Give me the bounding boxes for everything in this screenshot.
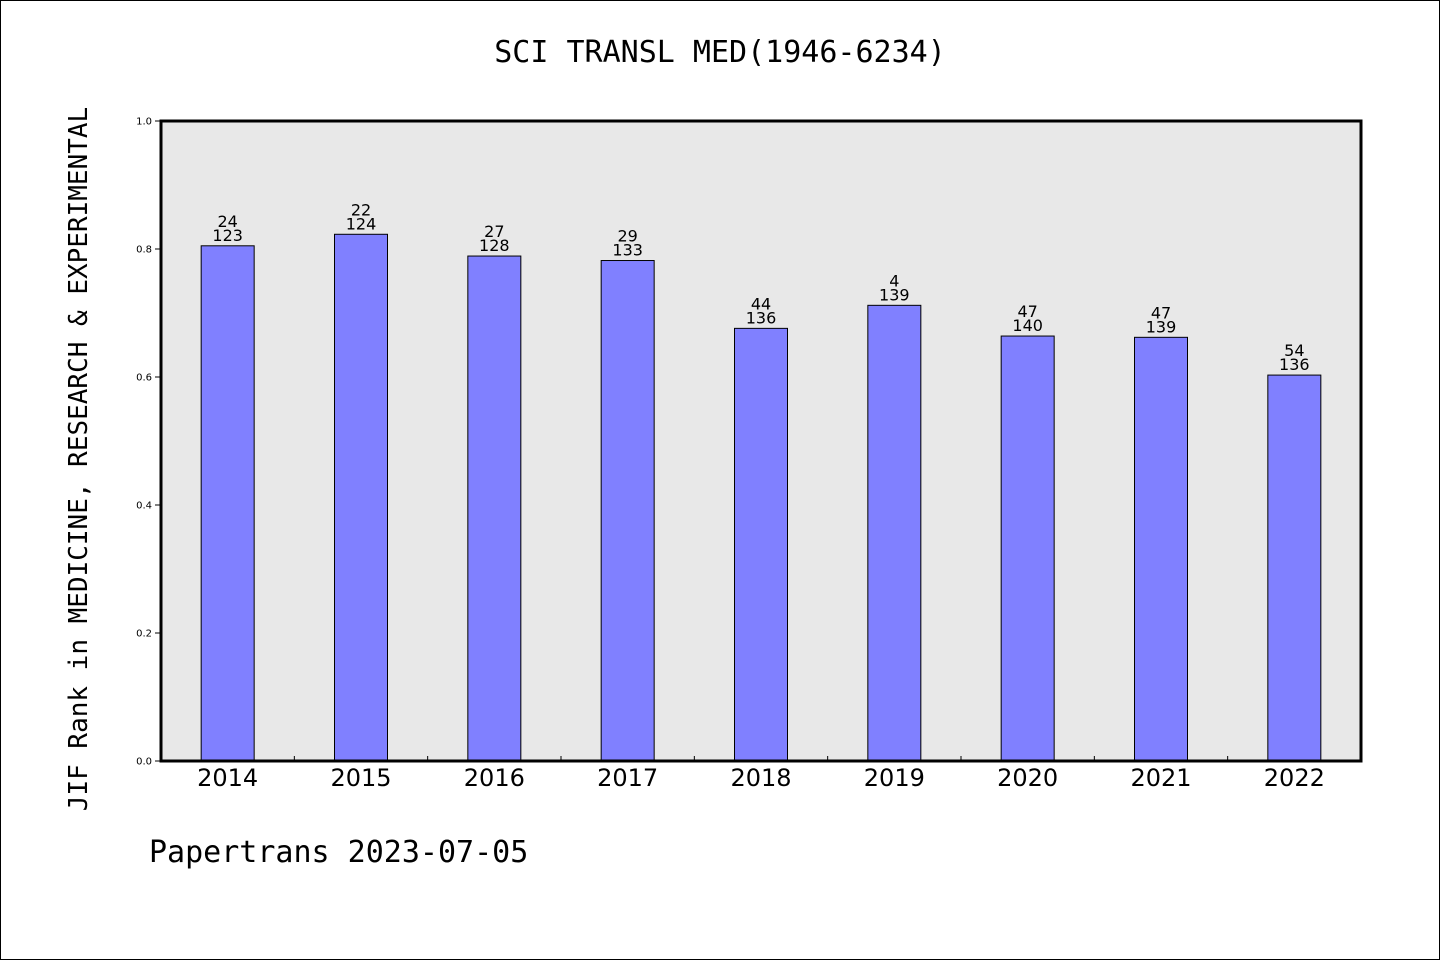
bar-total-label: 136 [1279,355,1310,374]
bar [600,260,655,762]
footer-credit: Papertrans 2023-07-05 [149,835,529,870]
bar-total-label: 124 [346,214,377,233]
bar-total-label: 128 [479,236,510,255]
y-tick-label: 0.2 [136,629,152,640]
x-tick-label: 2018 [730,764,791,792]
bar-total-label: 123 [212,226,243,245]
bar-rank-label: 44 [751,294,771,313]
bar [467,255,522,762]
bar [1134,336,1188,762]
x-tick-label: 2016 [464,764,525,792]
x-tick-label: 2017 [597,764,658,792]
bar-rank-label: 47 [1151,303,1171,322]
y-tick-label: 1.0 [136,117,152,128]
y-tick-label: 0.4 [136,501,152,512]
bar [334,233,388,762]
chart-title: SCI TRANSL MED(1946-6234) [494,35,946,70]
x-tick-label: 2015 [330,764,391,792]
x-tick-label: 2020 [997,764,1058,792]
bar [867,304,922,762]
bar [1000,335,1055,762]
bar-rank-label: 47 [1017,302,1037,321]
bar [1267,374,1322,762]
bar-total-label: 139 [1146,317,1177,336]
bar-rank-label: 27 [484,222,504,241]
y-tick-label: 0.8 [136,245,152,256]
x-tick-label: 2014 [197,764,258,792]
bar-rank-label: 29 [617,227,637,246]
bar-total-label: 136 [746,308,777,327]
bar-rank-label: 22 [351,200,371,219]
y-tick-label: 0.6 [136,373,152,384]
bar-rank-label: 24 [217,212,237,231]
x-tick-label: 2019 [864,764,925,792]
bar-total-label: 133 [612,241,643,260]
plot-border [159,119,1363,763]
bar-total-label: 139 [879,285,910,304]
bar [734,327,788,762]
x-tick-label: 2021 [1130,764,1191,792]
bar-rank-label: 54 [1284,341,1304,360]
bar-rank-label: 4 [889,271,899,290]
x-tick-label: 2022 [1264,764,1325,792]
bar-total-label: 140 [1012,316,1043,335]
y-tick-label: 0.0 [136,757,152,768]
bar [200,245,255,762]
